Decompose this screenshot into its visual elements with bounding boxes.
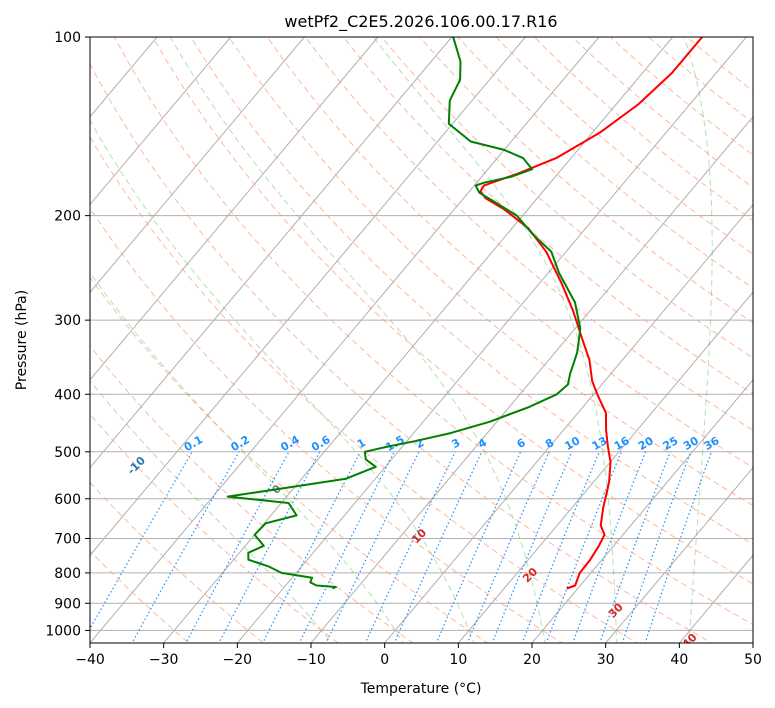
isotherm-gridline <box>163 37 674 643</box>
mixing-ratio-line <box>90 451 193 630</box>
y-tick-label: 700 <box>54 532 81 548</box>
y-tick-label: 400 <box>54 387 81 403</box>
dry-adiabat-layer <box>90 37 753 643</box>
x-tick-label: 0 <box>380 652 389 668</box>
dry-adiabat-line <box>90 276 489 643</box>
moist-adiabat-line <box>169 37 546 643</box>
mixing-ratio-line <box>364 451 456 643</box>
plot-area: 0.10.20.40.611.52346810131620253036-100-… <box>90 37 753 643</box>
isotherm-gridline <box>236 37 747 643</box>
y-tick-label: 1000 <box>45 623 81 639</box>
dry-adiabat-line <box>342 37 753 395</box>
x-tick-label: −20 <box>223 652 253 668</box>
dry-adiabat-line <box>90 413 340 643</box>
x-tick-label: 30 <box>597 652 615 668</box>
y-tick-label: 600 <box>54 492 81 508</box>
dry-adiabat-line <box>90 136 639 643</box>
isotherm-gridline <box>605 466 753 643</box>
y-tick-label: 300 <box>54 313 81 329</box>
x-tick-label: 40 <box>670 652 688 668</box>
isotherm-gridline <box>90 37 526 557</box>
mixing-ratio-line <box>131 451 240 643</box>
dry-adiabat-line <box>380 37 753 359</box>
series-layer <box>226 37 703 590</box>
isotherm-gridline <box>90 37 305 293</box>
isotherm-gridline <box>90 37 379 381</box>
moist-adiabat-line <box>90 119 475 643</box>
mixing-ratio-line <box>325 451 420 643</box>
moist-adiabat-line <box>90 379 333 643</box>
dry-adiabat-line <box>190 37 753 545</box>
mixing-ratio-line <box>644 451 713 643</box>
mixing-ratio-line <box>466 451 550 643</box>
x-tick-label: −30 <box>149 652 179 668</box>
x-tick-label: −40 <box>75 652 105 668</box>
dry-adiabat-line <box>90 481 265 643</box>
mixing-ratio-line <box>435 451 522 643</box>
moist-adiabat-layer <box>90 37 713 643</box>
plot-frame <box>89 36 754 644</box>
dry-adiabat-line <box>228 37 753 507</box>
chart-title: wetPf2_C2E5.2026.106.00.17.R16 <box>284 12 557 32</box>
y-tick-label: 100 <box>54 30 81 46</box>
dewpoint-line <box>226 37 582 590</box>
isotherm-gridline <box>531 379 753 643</box>
y-tick-label: 200 <box>54 209 81 225</box>
moist-adiabat-line <box>372 37 618 643</box>
mixing-ratio-line <box>521 451 600 643</box>
dry-adiabat-line <box>113 37 753 626</box>
isotherm-gridline <box>457 291 753 643</box>
x-axis-label: Temperature (°C) <box>360 681 482 697</box>
x-tick-label: 20 <box>523 652 541 668</box>
dry-adiabat-line <box>90 550 190 643</box>
y-tick-label: 500 <box>54 445 81 461</box>
isotherm-gridline <box>384 203 753 643</box>
moist-adiabat-line <box>683 37 713 643</box>
axes-layer: −40 −30 −20 −10 0 10 20 30 40 50 100 200 300 400 500 60… <box>45 30 762 668</box>
y-tick-label: 800 <box>54 566 81 582</box>
x-tick-label: 10 <box>449 652 467 668</box>
dry-adiabat-line <box>90 207 564 643</box>
x-tick-label: 50 <box>744 652 762 668</box>
isotherm-gridline <box>90 37 600 643</box>
dry-adiabat-line <box>152 37 753 585</box>
y-axis-label: Pressure (hPa) <box>14 290 30 390</box>
grid-layer <box>90 37 753 643</box>
dry-adiabat-line <box>90 62 713 643</box>
y-tick-label: 900 <box>54 596 81 612</box>
moist-adiabat-line <box>90 271 404 643</box>
mixing-ratio-line <box>218 451 321 643</box>
x-tick-label: −10 <box>296 652 326 668</box>
isotherm-gridline <box>90 37 232 206</box>
mixing-ratio-line <box>185 451 290 643</box>
isotherm-gridline <box>90 37 453 469</box>
